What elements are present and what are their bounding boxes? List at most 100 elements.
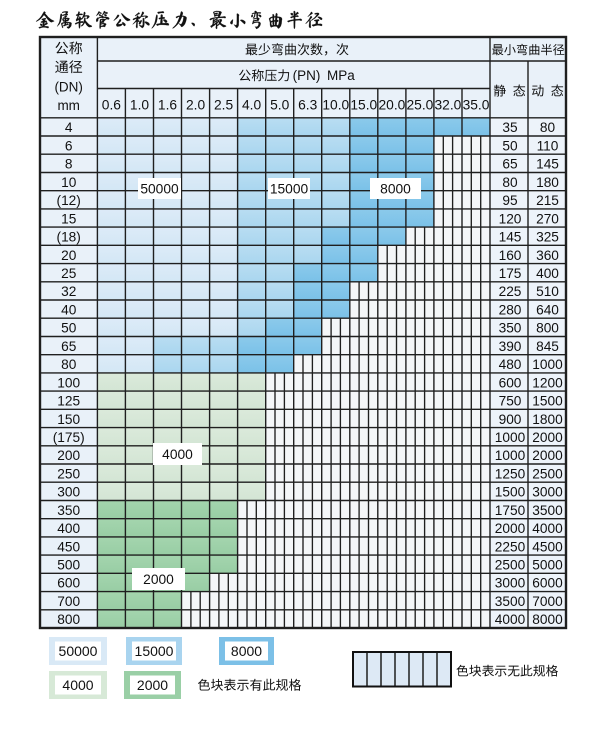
svg-text:350: 350 bbox=[499, 321, 522, 336]
svg-text:480: 480 bbox=[499, 357, 522, 372]
svg-text:325: 325 bbox=[536, 230, 559, 245]
svg-text:160: 160 bbox=[499, 248, 522, 263]
svg-text:400: 400 bbox=[57, 521, 80, 536]
svg-text:350: 350 bbox=[57, 503, 80, 518]
svg-text:80: 80 bbox=[502, 175, 518, 190]
svg-text:280: 280 bbox=[499, 302, 522, 317]
svg-text:1750: 1750 bbox=[495, 503, 526, 518]
svg-text:1500: 1500 bbox=[495, 485, 526, 500]
svg-text:175: 175 bbox=[499, 266, 522, 281]
svg-text:150: 150 bbox=[57, 412, 80, 427]
svg-text:270: 270 bbox=[536, 211, 559, 226]
svg-text:(18): (18) bbox=[57, 230, 81, 245]
svg-text:25: 25 bbox=[61, 266, 77, 281]
svg-text:4500: 4500 bbox=[532, 539, 563, 554]
svg-text:10.0: 10.0 bbox=[322, 97, 349, 112]
svg-text:95: 95 bbox=[502, 193, 518, 208]
svg-text:1.0: 1.0 bbox=[130, 97, 150, 112]
svg-text:4: 4 bbox=[65, 120, 73, 135]
svg-text:50000: 50000 bbox=[140, 181, 179, 196]
svg-text:1.6: 1.6 bbox=[158, 97, 178, 112]
svg-text:50000: 50000 bbox=[59, 643, 98, 659]
svg-text:300: 300 bbox=[57, 485, 80, 500]
svg-text:10: 10 bbox=[61, 175, 77, 190]
svg-text:15: 15 bbox=[61, 211, 77, 226]
svg-text:360: 360 bbox=[536, 248, 559, 263]
svg-text:4000: 4000 bbox=[532, 521, 563, 536]
svg-text:1000: 1000 bbox=[495, 448, 526, 463]
svg-text:15000: 15000 bbox=[270, 181, 309, 196]
svg-text:50: 50 bbox=[502, 138, 518, 153]
svg-text:390: 390 bbox=[499, 339, 522, 354]
svg-text:8: 8 bbox=[65, 157, 73, 172]
svg-text:7000: 7000 bbox=[532, 594, 563, 609]
svg-text:80: 80 bbox=[61, 357, 77, 372]
svg-text:450: 450 bbox=[57, 539, 80, 554]
svg-text:(175): (175) bbox=[53, 430, 85, 445]
svg-text:15.0: 15.0 bbox=[350, 97, 377, 112]
svg-text:65: 65 bbox=[502, 157, 518, 172]
svg-text:2500: 2500 bbox=[495, 558, 526, 573]
svg-text:700: 700 bbox=[57, 594, 80, 609]
svg-text:800: 800 bbox=[57, 612, 80, 627]
svg-text:15000: 15000 bbox=[135, 643, 174, 659]
svg-text:2250: 2250 bbox=[495, 539, 526, 554]
svg-text:65: 65 bbox=[61, 339, 77, 354]
svg-text:4000: 4000 bbox=[495, 612, 526, 627]
svg-text:50: 50 bbox=[61, 321, 77, 336]
svg-text:500: 500 bbox=[57, 558, 80, 573]
svg-text:800: 800 bbox=[536, 321, 559, 336]
svg-text:mm: mm bbox=[57, 98, 80, 113]
svg-text:2000: 2000 bbox=[143, 572, 174, 587]
svg-text:6000: 6000 bbox=[532, 576, 563, 591]
svg-text:215: 215 bbox=[536, 193, 559, 208]
svg-text:1000: 1000 bbox=[495, 430, 526, 445]
svg-text:120: 120 bbox=[499, 211, 522, 226]
svg-text:6: 6 bbox=[65, 138, 73, 153]
svg-text:1200: 1200 bbox=[532, 375, 563, 390]
svg-text:1800: 1800 bbox=[532, 412, 563, 427]
svg-text:(12): (12) bbox=[57, 193, 81, 208]
svg-text:4000: 4000 bbox=[162, 447, 193, 462]
svg-text:8000: 8000 bbox=[231, 643, 262, 659]
svg-text:400: 400 bbox=[536, 266, 559, 281]
svg-text:510: 510 bbox=[536, 284, 559, 299]
svg-text:32: 32 bbox=[61, 284, 76, 299]
svg-text:600: 600 bbox=[499, 375, 522, 390]
svg-text:35.0: 35.0 bbox=[463, 97, 490, 112]
svg-text:35: 35 bbox=[502, 120, 518, 135]
svg-text:4000: 4000 bbox=[62, 677, 93, 693]
svg-text:(PN): (PN) bbox=[293, 68, 321, 83]
svg-text:225: 225 bbox=[499, 284, 522, 299]
svg-text:3500: 3500 bbox=[532, 503, 563, 518]
svg-text:3000: 3000 bbox=[532, 485, 563, 500]
svg-text:80: 80 bbox=[540, 120, 556, 135]
svg-text:640: 640 bbox=[536, 302, 559, 317]
svg-text:2.0: 2.0 bbox=[186, 97, 206, 112]
svg-text:2000: 2000 bbox=[532, 448, 563, 463]
svg-text:180: 180 bbox=[536, 175, 559, 190]
svg-text:2000: 2000 bbox=[495, 521, 526, 536]
svg-text:2000: 2000 bbox=[532, 430, 563, 445]
svg-text:1000: 1000 bbox=[532, 357, 563, 372]
svg-text:20: 20 bbox=[61, 248, 77, 263]
svg-text:3000: 3000 bbox=[495, 576, 526, 591]
svg-text:1250: 1250 bbox=[495, 466, 526, 481]
svg-text:MPa: MPa bbox=[327, 68, 355, 83]
svg-text:145: 145 bbox=[499, 230, 522, 245]
svg-text:2000: 2000 bbox=[137, 677, 168, 693]
svg-text:20.0: 20.0 bbox=[378, 97, 405, 112]
svg-text:100: 100 bbox=[57, 375, 80, 390]
svg-text:2500: 2500 bbox=[532, 466, 563, 481]
svg-text:6.3: 6.3 bbox=[298, 97, 318, 112]
svg-text:8000: 8000 bbox=[532, 612, 563, 627]
svg-text:2.5: 2.5 bbox=[214, 97, 234, 112]
svg-text:4.0: 4.0 bbox=[242, 97, 262, 112]
svg-text:900: 900 bbox=[499, 412, 522, 427]
svg-text:200: 200 bbox=[57, 448, 80, 463]
svg-text:600: 600 bbox=[57, 576, 80, 591]
svg-text:110: 110 bbox=[537, 138, 559, 153]
svg-text:1500: 1500 bbox=[532, 394, 563, 409]
svg-text:5.0: 5.0 bbox=[270, 97, 290, 112]
svg-text:845: 845 bbox=[536, 339, 559, 354]
